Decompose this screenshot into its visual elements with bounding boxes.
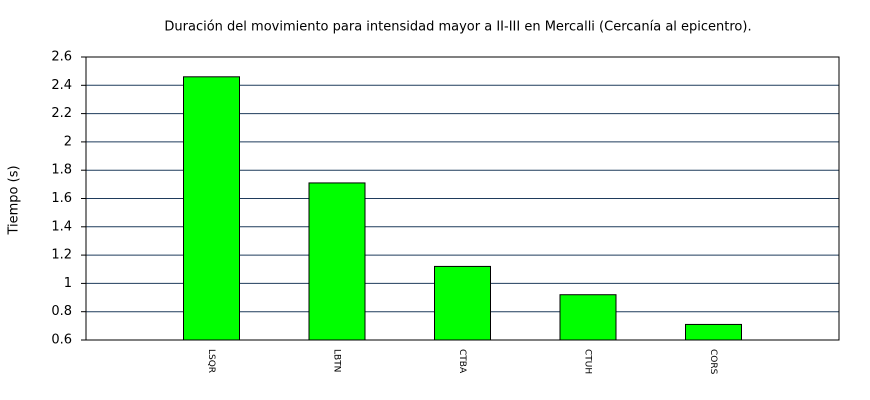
y-tick-label: 0.6 xyxy=(51,333,72,348)
y-tick-label: 1.6 xyxy=(51,191,72,206)
bar xyxy=(559,294,617,341)
y-tick-label: 2 xyxy=(64,134,72,149)
y-tick-label: 1.2 xyxy=(51,248,72,263)
y-tick-label: 2.2 xyxy=(51,106,72,121)
bar xyxy=(685,323,742,341)
y-tick-label: 1 xyxy=(64,276,72,291)
x-tick-label: CTUH xyxy=(583,349,593,374)
x-tick-label: CTBA xyxy=(457,349,467,374)
x-tick-label: CORS xyxy=(708,349,718,375)
y-axis-label: Tiempo (s) xyxy=(7,165,22,235)
y-tick-label: 0.8 xyxy=(51,304,72,319)
y-tick-label: 1.4 xyxy=(51,219,72,234)
x-tick-label: LSQR xyxy=(206,349,216,373)
y-tick-label: 2.4 xyxy=(51,78,72,93)
bar xyxy=(434,265,491,341)
bar xyxy=(183,76,240,341)
chart-title: Duración del movimiento para intensidad … xyxy=(164,20,751,35)
y-tick-label: 1.8 xyxy=(51,163,72,178)
bar xyxy=(308,182,366,341)
y-tick-label: 2.6 xyxy=(51,50,72,65)
x-tick-label: LBTN xyxy=(332,349,342,372)
